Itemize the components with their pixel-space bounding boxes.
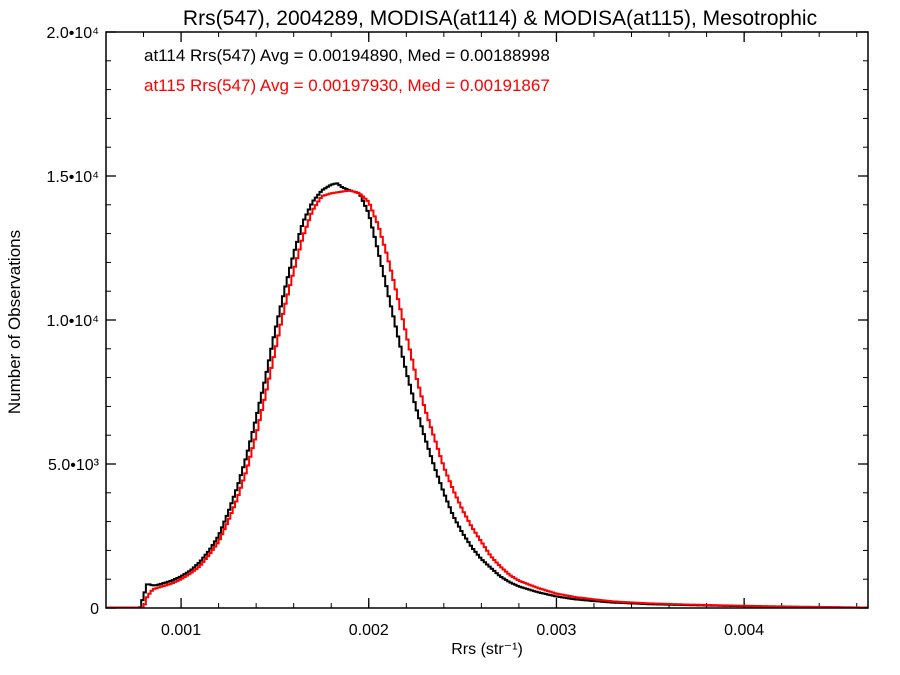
y-tick-label: 1.5•10⁴ bbox=[46, 169, 99, 186]
y-tick-label: 1.0•10⁴ bbox=[46, 313, 99, 330]
x-axis-label: Rrs (str⁻¹) bbox=[451, 641, 523, 658]
x-tick-label: 0.001 bbox=[161, 622, 201, 639]
x-tick-label: 0.004 bbox=[724, 622, 764, 639]
x-tick-label: 0.002 bbox=[349, 622, 389, 639]
series-line-at115 bbox=[106, 189, 868, 609]
legend-at114: at114 Rrs(547) Avg = 0.00194890, Med = 0… bbox=[144, 46, 550, 65]
series-line-at114 bbox=[106, 182, 868, 609]
chart-title: Rrs(547), 2004289, MODISA(at114) & MODIS… bbox=[183, 7, 817, 30]
legend-at115: at115 Rrs(547) Avg = 0.00197930, Med = 0… bbox=[144, 76, 550, 95]
y-tick-label: 2.0•10⁴ bbox=[46, 25, 99, 42]
plot-frame bbox=[105, 31, 869, 609]
x-tick-label: 0.003 bbox=[536, 622, 576, 639]
y-tick-label: 0 bbox=[90, 601, 99, 618]
y-axis-label: Number of Observations bbox=[5, 230, 24, 414]
y-tick-label: 5.0•10³ bbox=[48, 457, 100, 474]
